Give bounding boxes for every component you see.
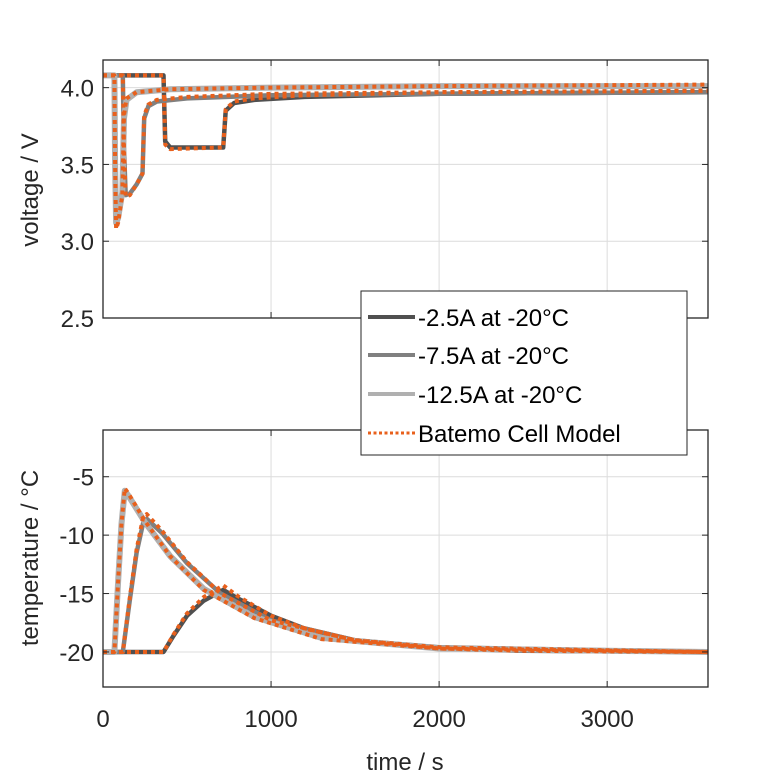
temperature-axes: -20 -15 -10 -5 0 1000 2000 3000 [59,429,709,733]
voltage-axes: 2.5 3.0 3.5 4.0 [61,59,709,333]
y-tick-label: 3.0 [61,229,94,256]
temperature-axis-label: temperature / °C [17,470,44,646]
series-line-batemo-cell-model [103,512,708,654]
series-line--7-5a-at-20-c [103,516,708,655]
legend-label-12-5a: -12.5A at -20°C [418,382,582,409]
y-tick-label: -5 [73,465,94,492]
series-group [103,486,708,655]
legend-label-batemo: Batemo Cell Model [418,421,621,448]
series-line-batemo-cell-model [103,486,708,654]
legend: -2.5A at -20°C -7.5A at -20°C -12.5A at … [360,290,688,456]
y-tick-label: 2.5 [61,306,94,333]
time-axis-label: time / s [366,749,443,776]
y-tick-label: 3.5 [61,152,94,179]
y-tick-label: -10 [59,523,94,550]
x-tick-label: 1000 [244,706,297,733]
series-group [103,72,708,231]
x-tick-label: 0 [96,706,109,733]
voltage-axis-label: voltage / V [17,133,44,246]
series-line-batemo-cell-model [103,73,708,231]
x-tick-label: 2000 [412,706,465,733]
y-tick-label: -20 [59,640,94,667]
legend-label-2-5a: -2.5A at -20°C [418,305,569,332]
y-tick-label: 4.0 [61,76,94,103]
legend-box [360,290,688,456]
series-line-batemo-cell-model [103,583,708,654]
y-tick-label: -15 [59,582,94,609]
x-tick-label: 3000 [580,706,633,733]
legend-label-7-5a: -7.5A at -20°C [418,343,569,370]
